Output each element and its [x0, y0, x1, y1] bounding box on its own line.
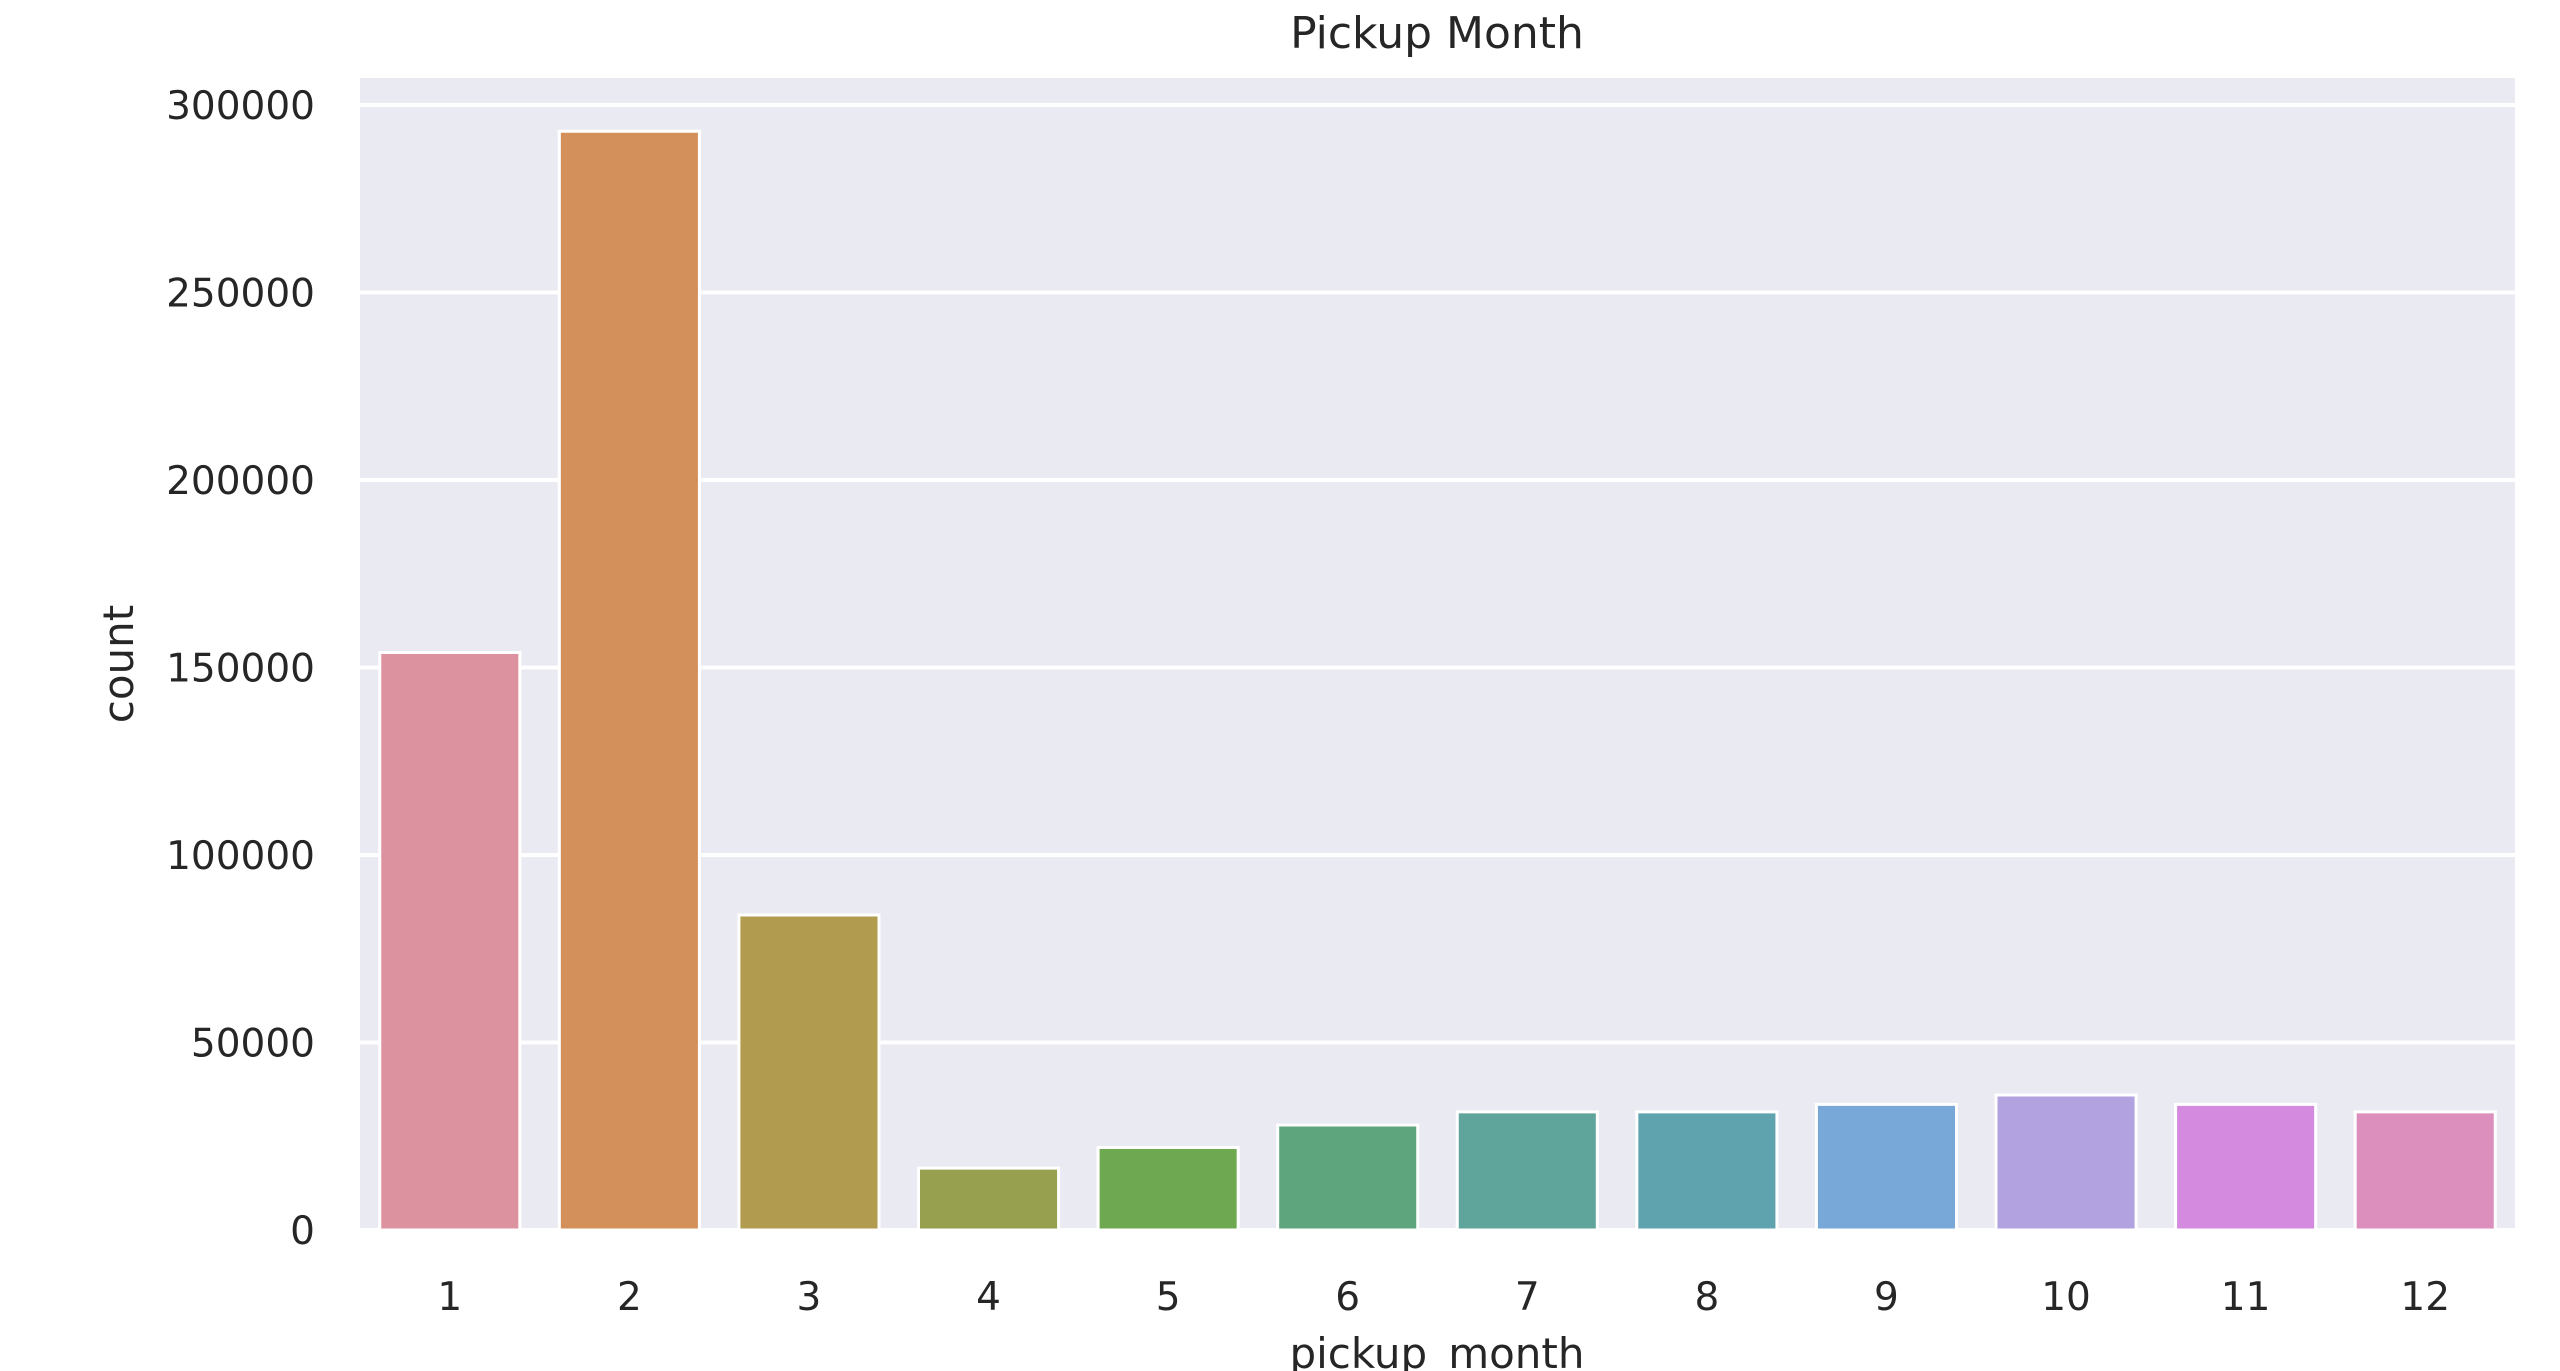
y-tick-label: 250000	[166, 272, 315, 317]
bar-month-4	[917, 1166, 1061, 1232]
x-tick-label: 8	[1694, 1275, 1719, 1320]
x-tick-label: 6	[1335, 1275, 1360, 1320]
x-tick-label: 3	[797, 1275, 822, 1320]
bar-month-7	[1455, 1110, 1599, 1232]
bar-month-11	[2174, 1102, 2318, 1232]
bar-month-8	[1635, 1110, 1779, 1232]
x-tick-label: 2	[617, 1275, 642, 1320]
bar-month-2	[557, 129, 701, 1232]
y-axis-label: count	[94, 605, 143, 724]
bar-month-1	[378, 651, 522, 1232]
x-tick-label: 4	[976, 1275, 1001, 1320]
y-gridlines	[360, 103, 2515, 1232]
bar-month-12	[2353, 1110, 2497, 1232]
y-tick-labels: 0 50000 100000 150000 200000 250000 300000	[166, 84, 315, 1254]
x-axis-label: pickup_month	[1289, 1329, 1584, 1371]
y-tick-label: 50000	[191, 1022, 315, 1067]
x-tick-label: 10	[2041, 1275, 2091, 1320]
y-tick-label: 150000	[166, 647, 315, 692]
x-tick-label: 7	[1515, 1275, 1540, 1320]
x-tick-label: 9	[1874, 1275, 1899, 1320]
bar-month-3	[737, 913, 881, 1232]
y-tick-label: 200000	[166, 459, 315, 504]
y-tick-label: 300000	[166, 84, 315, 129]
plot-background	[360, 78, 2515, 1230]
y-tick-label: 100000	[166, 834, 315, 879]
bar-month-9	[1814, 1102, 1958, 1232]
bar-month-6	[1276, 1123, 1420, 1232]
bar-month-5	[1096, 1146, 1240, 1232]
x-tick-label: 1	[437, 1275, 462, 1320]
x-tick-labels: 1 2 3 4 5 6 7 8 9 10 11 12	[437, 1275, 2450, 1320]
x-tick-label: 12	[2400, 1275, 2450, 1320]
chart-title: Pickup Month	[1290, 8, 1584, 59]
y-tick-label: 0	[290, 1209, 315, 1254]
bar-month-10	[1994, 1093, 2138, 1232]
x-tick-label: 5	[1156, 1275, 1181, 1320]
bars-group	[378, 129, 2497, 1232]
x-tick-label: 11	[2221, 1275, 2271, 1320]
